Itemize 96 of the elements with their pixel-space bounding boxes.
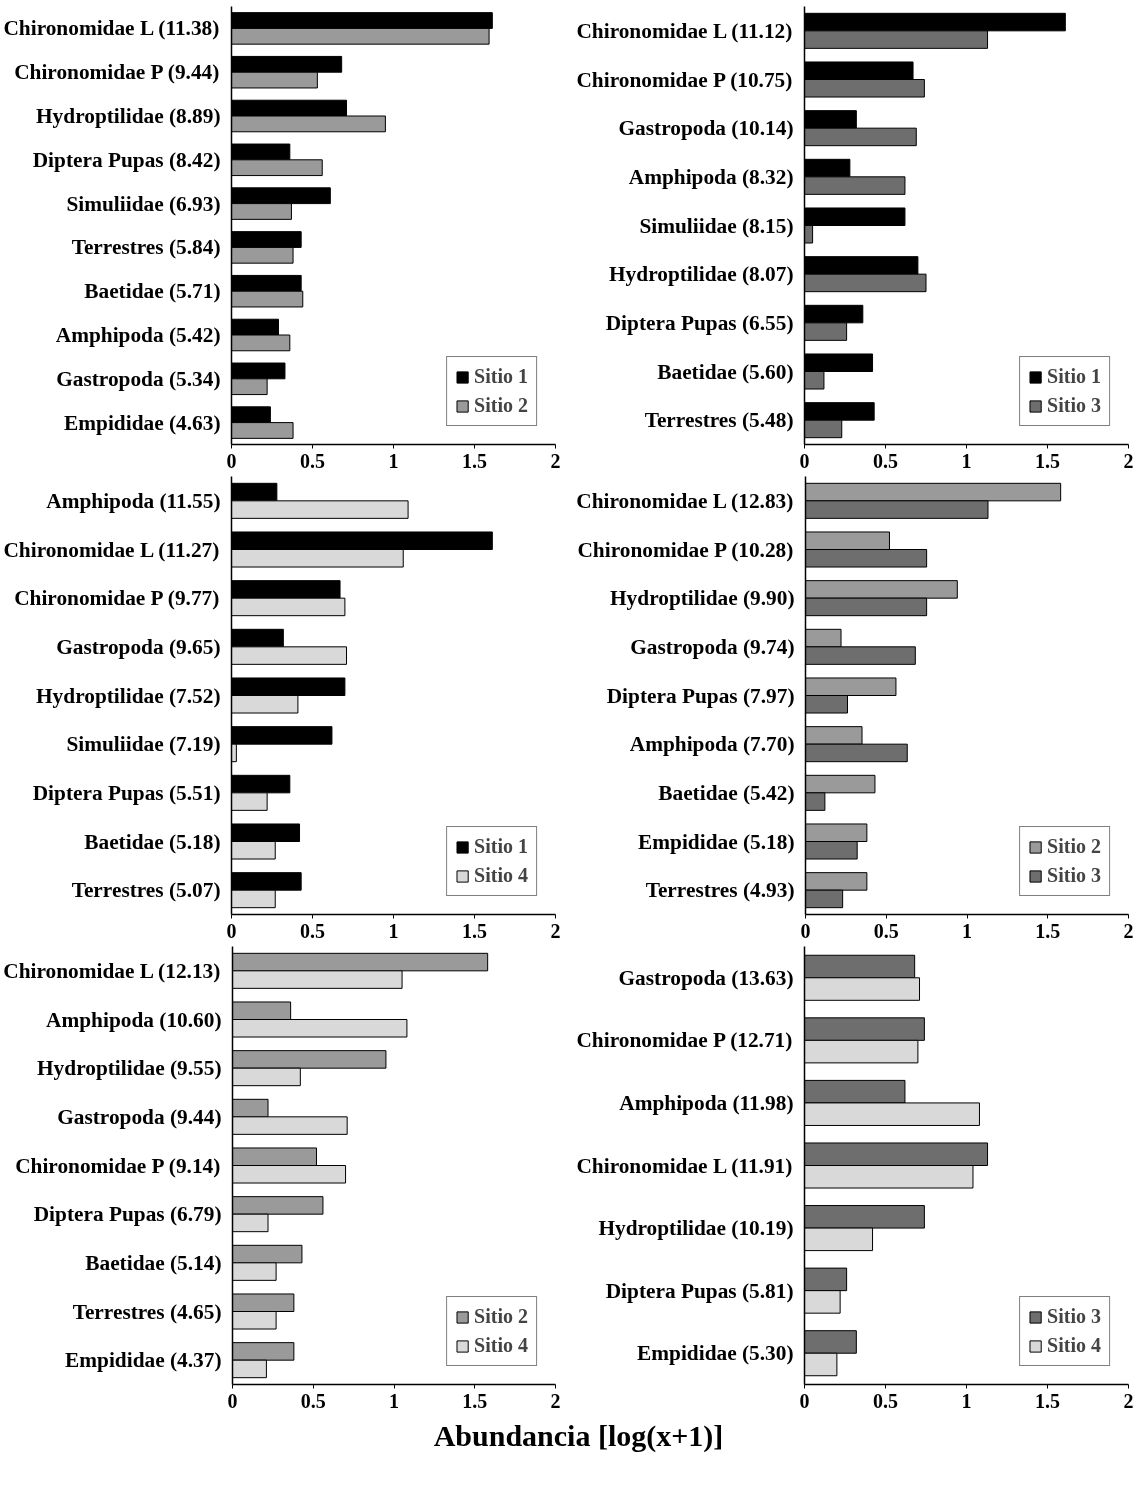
y-tick-label: Terrestres (5.07) xyxy=(71,878,221,903)
x-tick-label: 1 xyxy=(961,1389,972,1412)
y-tick-label: Baetidae (5.14) xyxy=(85,1250,222,1275)
x-tick-label: 1.5 xyxy=(1035,919,1061,942)
y-tick-label: Simuliidae (7.19) xyxy=(66,732,221,757)
y-tick-label: Empididae (5.30) xyxy=(637,1341,794,1366)
x-tick-label: 1 xyxy=(389,1389,399,1412)
y-tick-label: Hydroptilidae (9.90) xyxy=(610,586,795,611)
y-tick-label: Amphipoda (11.55) xyxy=(46,488,221,513)
x-tick-label: 1.5 xyxy=(462,919,487,942)
y-tick-label: Chironomidae L (11.91) xyxy=(576,1153,793,1178)
legend-label: Sitio 3 xyxy=(1047,394,1101,417)
y-tick-label: Chironomidae L (11.12) xyxy=(576,18,793,43)
y-tick-label: Amphipoda (11.98) xyxy=(619,1090,794,1115)
x-tick-label: 2 xyxy=(1123,449,1134,472)
legend-label: Sitio 2 xyxy=(1047,835,1101,858)
legend-label: Sitio 1 xyxy=(1047,365,1101,388)
y-tick-label: Terrestres (5.84) xyxy=(71,235,221,260)
y-tick-label: Diptera Pupas (6.79) xyxy=(33,1202,222,1227)
x-tick-label: 1 xyxy=(961,449,972,472)
x-tick-label: 1 xyxy=(388,449,399,472)
x-tick-label: 0.5 xyxy=(300,919,325,942)
x-tick-label: 0 xyxy=(226,449,237,472)
x-tick-label: 0.5 xyxy=(300,449,325,472)
y-tick-label: Amphipoda (7.70) xyxy=(629,732,795,757)
y-tick-label: Chironomidae P (9.77) xyxy=(14,586,220,611)
y-tick-label: Diptera Pupas (6.55) xyxy=(605,310,794,335)
x-tick-label: 2 xyxy=(1123,919,1134,942)
legend-label: Sitio 3 xyxy=(1047,1305,1101,1328)
y-tick-label: Gastropoda (13.63) xyxy=(618,965,794,990)
x-tick-label: 0 xyxy=(799,1389,810,1412)
y-tick-label: Empididae (4.37) xyxy=(65,1348,222,1373)
y-tick-label: Hydroptilidae (8.07) xyxy=(609,262,794,287)
legend-label: Sitio 4 xyxy=(474,864,528,887)
y-tick-label: Amphipoda (10.60) xyxy=(46,1007,222,1032)
x-tick-label: 2 xyxy=(1123,1389,1134,1412)
y-tick-label: Diptera Pupas (5.51) xyxy=(32,780,221,805)
x-tick-label: 1.5 xyxy=(462,1389,488,1412)
y-tick-label: Chironomidae L (11.27) xyxy=(3,537,220,562)
y-tick-label: Chironomidae L (11.38) xyxy=(3,16,220,41)
legend-label: Sitio 4 xyxy=(1047,1334,1101,1357)
y-tick-label: Empididae (4.63) xyxy=(64,410,221,435)
y-tick-label: Gastropoda (9.74) xyxy=(630,634,795,659)
x-tick-label: 0 xyxy=(227,1389,238,1412)
y-tick-label: Baetidae (5.71) xyxy=(84,279,221,304)
text: Abundancia [log(x+1)] xyxy=(433,1418,724,1454)
y-tick-label: Gastropoda (10.14) xyxy=(618,116,794,141)
y-tick-label: Hydroptilidae (9.55) xyxy=(37,1056,222,1081)
legend-label: Sitio 3 xyxy=(1047,864,1101,887)
legend-label: Sitio 1 xyxy=(474,365,528,388)
x-tick-label: 2 xyxy=(550,919,561,942)
x-tick-label: 1.5 xyxy=(462,449,487,472)
x-tick-label: 2 xyxy=(550,1389,561,1412)
y-tick-label: Simuliidae (6.93) xyxy=(66,191,221,216)
x-tick-label: 0.5 xyxy=(873,1389,898,1412)
y-tick-label: Gastropoda (9.65) xyxy=(56,634,221,659)
y-tick-label: Chironomidae P (9.44) xyxy=(14,60,220,85)
x-tick-label: 1.5 xyxy=(1035,449,1060,472)
legend-label: Sitio 4 xyxy=(474,1334,528,1357)
y-tick-label: Gastropoda (5.34) xyxy=(56,366,221,391)
y-tick-label: Diptera Pupas (5.81) xyxy=(605,1278,794,1303)
y-tick-label: Baetidae (5.18) xyxy=(84,829,221,854)
legend-label: Sitio 1 xyxy=(474,835,528,858)
x-tick-label: 1 xyxy=(388,919,399,942)
x-tick-label: 1.5 xyxy=(1035,1389,1060,1412)
y-tick-label: Terrestres (5.48) xyxy=(644,408,794,433)
y-tick-label: Chironomidae P (12.71) xyxy=(576,1028,793,1053)
y-tick-label: Hydroptilidae (10.19) xyxy=(598,1216,794,1241)
x-tick-label: 2 xyxy=(550,449,561,472)
x-tick-label: 0.5 xyxy=(300,1389,326,1412)
y-tick-label: Simuliidae (8.15) xyxy=(639,213,794,238)
x-tick-label: 0.5 xyxy=(873,919,899,942)
y-tick-label: Gastropoda (9.44) xyxy=(57,1104,222,1129)
y-tick-label: Amphipoda (8.32) xyxy=(628,164,794,189)
y-tick-label: Terrestres (4.93) xyxy=(645,878,795,903)
y-tick-label: Chironomidae P (9.14) xyxy=(15,1153,221,1178)
y-tick-label: Chironomidae P (10.28) xyxy=(577,537,794,562)
x-tick-label: 0 xyxy=(226,919,237,942)
y-tick-label: Diptera Pupas (7.97) xyxy=(606,683,795,708)
legend-label: Sitio 2 xyxy=(474,1305,528,1328)
y-tick-label: Chironomidae L (12.83) xyxy=(576,488,794,513)
y-tick-label: Baetidae (5.42) xyxy=(658,780,795,805)
y-tick-label: Diptera Pupas (8.42) xyxy=(32,147,221,172)
y-tick-label: Baetidae (5.60) xyxy=(657,359,794,384)
y-tick-label: Hydroptilidae (7.52) xyxy=(36,683,221,708)
y-tick-label: Hydroptilidae (8.89) xyxy=(36,104,221,128)
y-tick-label: Chironomidae L (12.13) xyxy=(3,958,221,983)
y-tick-label: Empididae (5.18) xyxy=(638,829,795,854)
y-tick-label: Terrestres (4.65) xyxy=(72,1299,222,1324)
y-tick-label: Chironomidae P (10.75) xyxy=(576,67,793,92)
y-tick-label: Amphipoda (5.42) xyxy=(55,323,221,347)
x-tick-label: 0.5 xyxy=(873,449,898,472)
x-tick-label: 0 xyxy=(799,449,810,472)
legend-label: Sitio 2 xyxy=(474,394,528,417)
x-tick-label: 1 xyxy=(962,919,972,942)
x-tick-label: 0 xyxy=(800,919,811,942)
